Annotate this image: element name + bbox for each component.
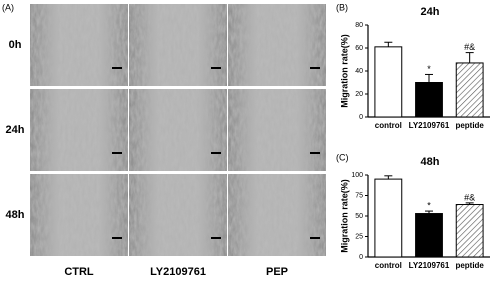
cell-texture (129, 4, 227, 86)
column-label: PEP (266, 266, 288, 278)
x-tick-label: LY2109761 (409, 261, 450, 270)
bar (374, 46, 403, 118)
row-label: 0h (9, 39, 22, 51)
cell-texture (129, 89, 227, 171)
y-tick-label: 80 (355, 22, 363, 29)
bar (455, 62, 484, 118)
y-tick-label: 20 (355, 91, 363, 98)
cell-texture (228, 89, 326, 171)
cell-texture (228, 4, 326, 86)
cell-texture (228, 174, 326, 256)
panel-label: (B) (336, 2, 348, 12)
y-tick-label: 25 (355, 233, 363, 240)
column-label: LY2109761 (150, 266, 206, 278)
bar (415, 82, 443, 118)
chart-title: 24h (421, 6, 440, 18)
cell-texture (30, 4, 128, 86)
column-label: CTRL (64, 266, 94, 278)
significance-label: * (427, 200, 431, 210)
y-tick-label: 75 (355, 192, 363, 199)
x-tick-label: peptide (455, 121, 484, 130)
y-tick-label: 50 (355, 213, 363, 220)
y-tick-label: 60 (355, 45, 363, 52)
panel-label: (C) (336, 152, 349, 162)
panel-label: (A) (2, 2, 14, 12)
cell-texture (129, 174, 227, 256)
y-tick-label: 40 (355, 68, 363, 75)
x-tick-label: LY2109761 (409, 121, 450, 130)
significance-label: * (427, 64, 431, 74)
chart-title: 48h (421, 156, 440, 168)
row-label: 48h (6, 209, 25, 221)
y-tick-label: 0 (359, 114, 363, 121)
y-tick-label: 0 (359, 254, 363, 261)
bar (455, 204, 484, 258)
bar (374, 178, 403, 258)
cell-texture (30, 89, 128, 171)
bar (415, 213, 443, 258)
y-axis-label: Migration rate(%) (339, 34, 349, 108)
x-tick-label: peptide (455, 261, 484, 270)
cell-texture (30, 174, 128, 256)
x-tick-label: control (375, 121, 402, 130)
row-label: 24h (6, 124, 25, 136)
y-tick-label: 100 (351, 172, 363, 179)
y-axis-label: Migration rate(%) (339, 179, 349, 253)
x-tick-label: control (375, 261, 402, 270)
significance-label: #& (464, 42, 475, 52)
significance-label: #& (464, 192, 475, 202)
